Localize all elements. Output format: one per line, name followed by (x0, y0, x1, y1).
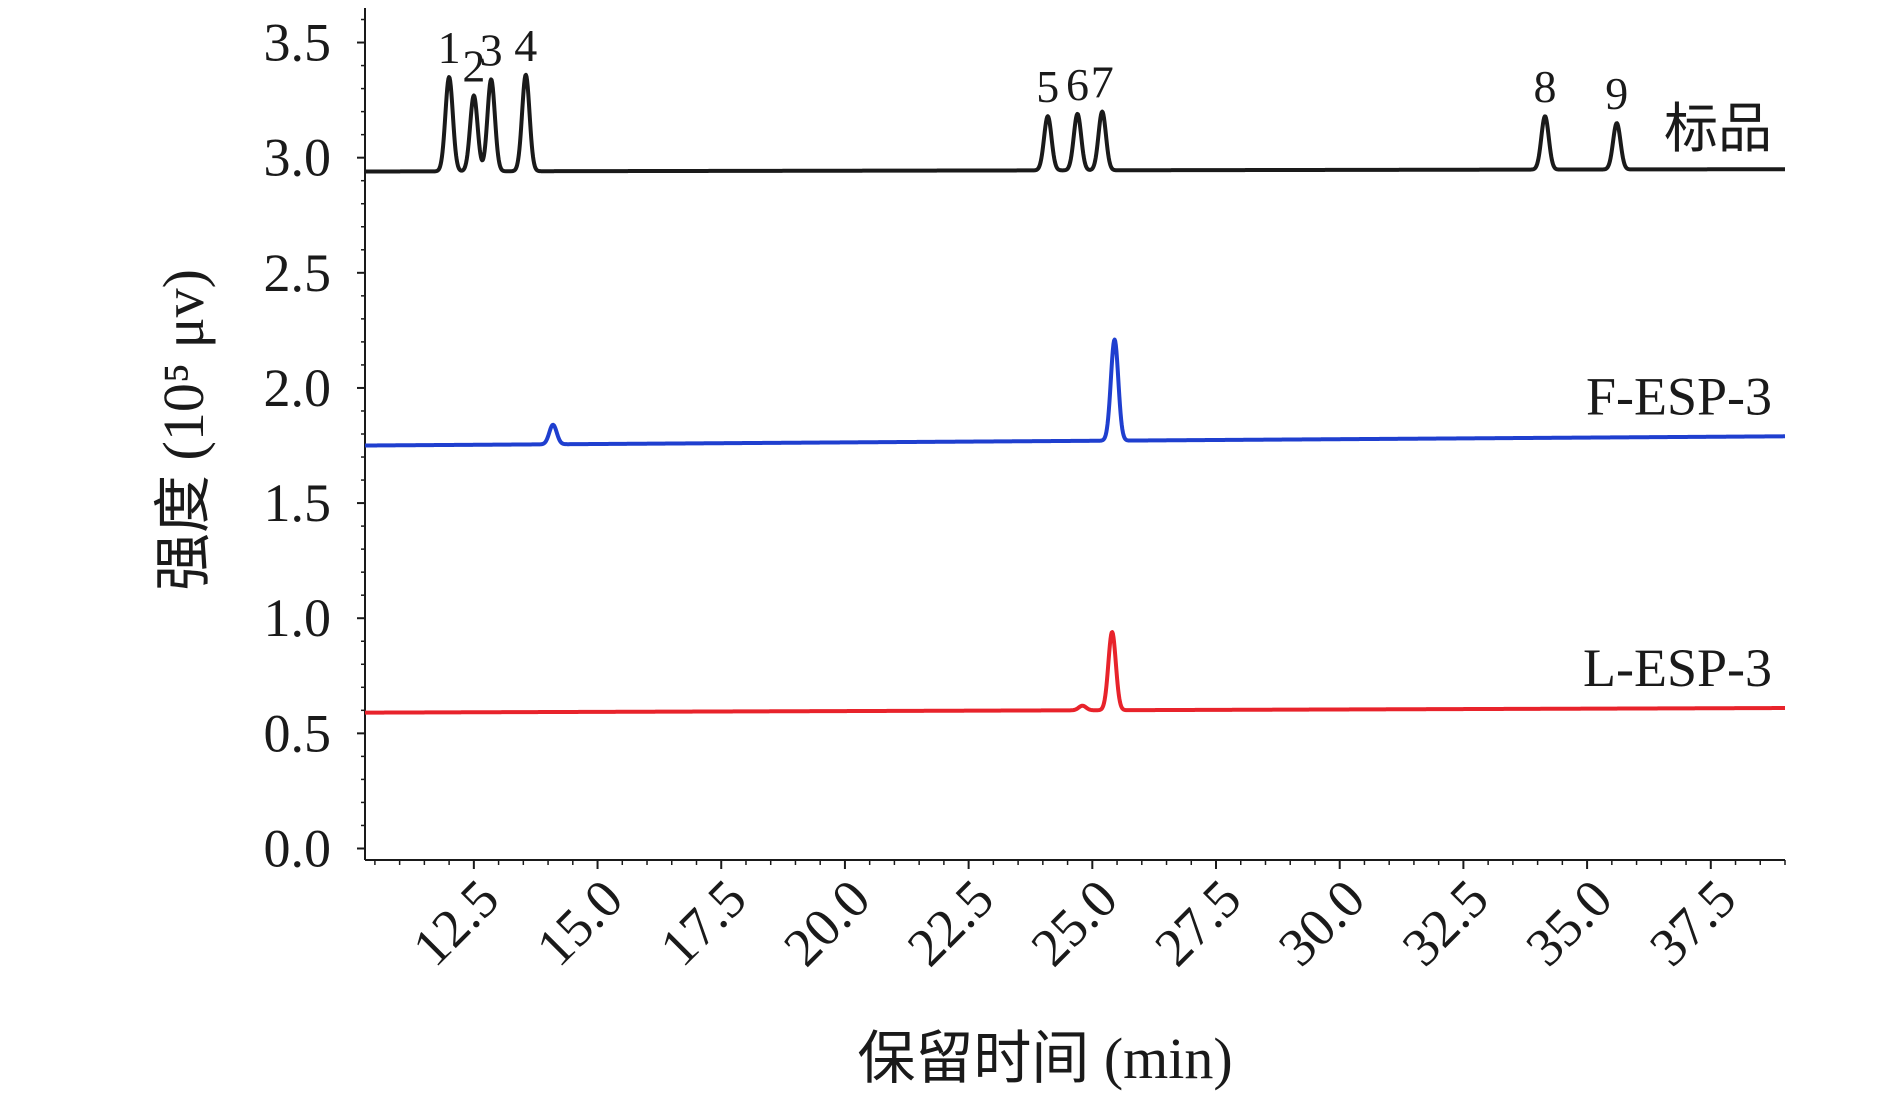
series-label: 标品 (1664, 99, 1772, 159)
series-label: F-ESP-3 (1586, 366, 1772, 426)
peak-label: 6 (1066, 59, 1089, 110)
series-layer (363, 72, 1787, 715)
x-tick-label: 35.0 (1514, 868, 1623, 977)
x-tick-label: 20.0 (772, 868, 881, 977)
peak-label: 2 (462, 41, 485, 92)
peak-label: 9 (1605, 68, 1628, 119)
x-tick-label: 25.0 (1020, 868, 1129, 977)
x-tick-label: 17.5 (648, 868, 757, 977)
y-axis-title: 强度 (10⁵ μv) (151, 269, 216, 591)
x-tick-label: 37.5 (1638, 868, 1747, 977)
peak-label: 7 (1091, 57, 1114, 108)
x-tick-label: 30.0 (1267, 868, 1376, 977)
y-tick-label: 1.5 (264, 473, 332, 533)
peak-label: 8 (1534, 61, 1557, 112)
x-axis: 12.5 15.0 17.5 20.0 22.5 25.0 27.5 30.0 32.5 35.0… (365, 859, 1786, 977)
series-line-1 (363, 337, 1787, 448)
y-tick-label: 1.0 (264, 588, 332, 648)
x-tick-label: 22.5 (896, 868, 1005, 977)
x-axis-title: 保留时间 (min) (857, 1026, 1232, 1091)
series-line-0 (363, 72, 1787, 174)
x-tick-label: 27.5 (1143, 868, 1252, 977)
x-tick-label: 15.0 (525, 868, 634, 977)
series-line-2 (363, 630, 1787, 715)
x-tick-label: 32.5 (1391, 868, 1500, 977)
peak-label: 4 (514, 20, 537, 71)
y-tick-label: 2.5 (264, 243, 332, 303)
y-tick-label: 3.0 (264, 128, 332, 188)
series-label: L-ESP-3 (1583, 638, 1772, 698)
labels-layer: 标品 1 23 4 5 6 7 8 9 F-ESP-3 L-ESP-3 (438, 20, 1772, 698)
y-tick-label: 0.5 (264, 703, 332, 763)
y-tick-label: 3.5 (264, 13, 332, 73)
y-tick-label: 0.0 (264, 818, 332, 878)
x-tick-label: 12.5 (401, 868, 510, 977)
y-axis: 0.0 0.5 1.0 1.5 2.0 2.5 3.0 3.5 (264, 8, 366, 878)
y-tick-label: 2.0 (264, 358, 332, 418)
peak-label: 3 (480, 24, 503, 75)
peak-label: 1 (438, 22, 461, 73)
peak-label: 5 (1036, 61, 1059, 112)
